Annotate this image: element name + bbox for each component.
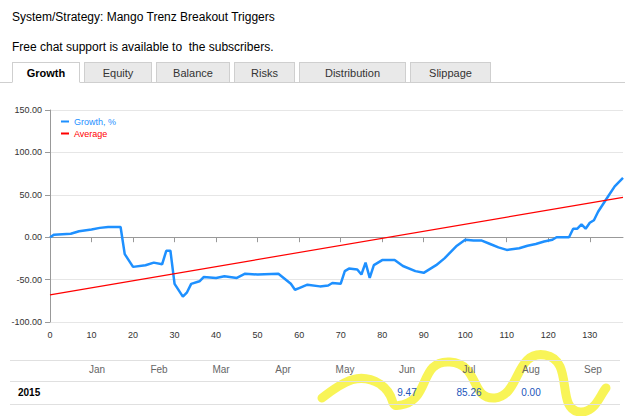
html-text:May: May: [335, 364, 355, 375]
html-text:Growth: Growth: [26, 67, 66, 79]
svg-text:100: 100: [458, 330, 473, 340]
html-text:Distribution: Distribution: [325, 67, 380, 79]
html-text:Risks: Risks: [251, 67, 278, 79]
html-text:Jan: Jan: [88, 364, 106, 375]
html-text:Jun: Jun: [398, 364, 416, 375]
svg-text:90: 90: [419, 330, 429, 340]
html-text:System/Strategy: Mango Trenz B: System/Strategy: Mango Trenz Breakout Tr…: [12, 10, 275, 24]
html-text:9.47: 9.47: [397, 387, 417, 398]
html-text:Sep: Sep: [584, 364, 602, 375]
html-text:Feb: Feb: [150, 364, 168, 375]
svg-text:120: 120: [541, 330, 556, 340]
svg-text:70: 70: [336, 330, 346, 340]
html-text:Slippage: Slippage: [429, 67, 472, 79]
svg-text:30: 30: [170, 330, 180, 340]
html-text:Equity: Equity: [102, 67, 134, 79]
svg-text:150.00: 150.00: [14, 105, 42, 115]
svg-text:-50.00: -50.00: [16, 275, 42, 285]
svg-text:-100.00: -100.00: [11, 317, 42, 327]
html-text:Apr: Apr: [275, 364, 291, 375]
svg-text:0: 0: [47, 330, 52, 340]
svg-text:0.00: 0.00: [24, 232, 42, 242]
html-text:Mar: Mar: [212, 364, 230, 375]
html-text:Free chat support is available: Free chat support is available to the su…: [12, 40, 274, 54]
html-text:85.26: 85.26: [456, 387, 482, 398]
html-text:Aug: Aug: [522, 364, 540, 375]
html-text:Jul: Jul: [462, 364, 476, 375]
svg-text:80: 80: [377, 330, 387, 340]
svg-text:Growth, %: Growth, %: [74, 117, 116, 127]
svg-text:130: 130: [582, 330, 597, 340]
svg-text:10: 10: [87, 330, 97, 340]
svg-text:20: 20: [128, 330, 138, 340]
svg-text:Average: Average: [74, 129, 107, 139]
html-text:2015: 2015: [18, 387, 41, 398]
html-text:Balance: Balance: [173, 67, 213, 79]
svg-text:100.00: 100.00: [14, 147, 42, 157]
html-text:0.00: 0.00: [521, 387, 541, 398]
svg-text:40: 40: [211, 330, 221, 340]
svg-text:110: 110: [500, 330, 514, 340]
svg-text:60: 60: [294, 330, 304, 340]
svg-text:50: 50: [253, 330, 263, 340]
svg-text:50.00: 50.00: [19, 190, 42, 200]
